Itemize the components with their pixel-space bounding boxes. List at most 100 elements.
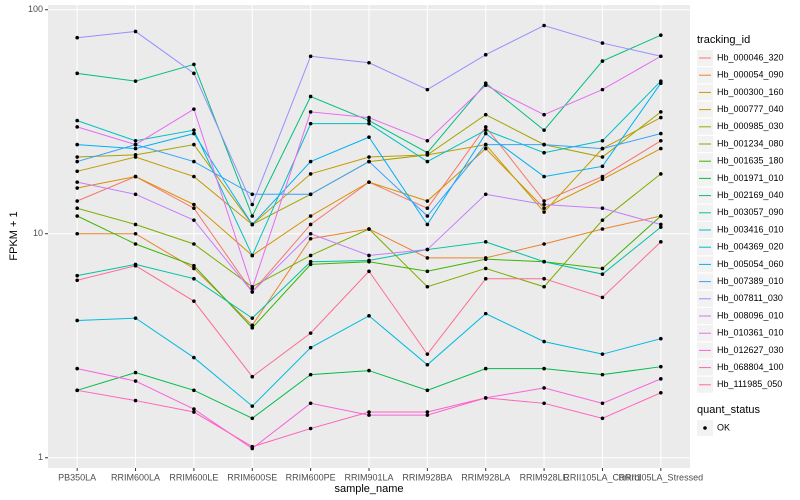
point — [425, 159, 430, 164]
point — [425, 269, 430, 274]
point — [75, 155, 79, 159]
point — [308, 331, 313, 335]
legend-label: Hb_003416_010 — [717, 224, 784, 234]
legend-label: Hb_007811_030 — [717, 293, 783, 303]
point — [133, 398, 138, 403]
point — [192, 202, 196, 207]
point — [425, 199, 430, 203]
point — [308, 236, 313, 241]
point — [75, 214, 79, 218]
legend-label: Hb_010361_010 — [717, 328, 784, 338]
point — [425, 410, 430, 414]
point — [425, 413, 430, 417]
point — [308, 121, 313, 126]
legend-label: Hb_000046_320 — [717, 52, 784, 62]
point — [425, 256, 430, 260]
point — [483, 146, 488, 151]
x-tick-label: RRIM600PE — [286, 472, 336, 482]
y-tick-label: 1 — [38, 452, 43, 462]
point — [659, 131, 663, 136]
x-tick-label: RRIM901LA — [344, 472, 393, 482]
point — [542, 174, 546, 179]
point — [75, 125, 79, 129]
point — [192, 355, 196, 360]
point — [483, 142, 488, 147]
point — [425, 284, 430, 289]
point — [133, 231, 138, 236]
point — [367, 269, 371, 274]
point — [308, 222, 313, 227]
legend-label: Hb_068804_100 — [717, 362, 784, 372]
point — [659, 81, 663, 85]
point — [542, 284, 546, 289]
point — [600, 41, 605, 45]
legend-label: Hb_005054_060 — [717, 259, 784, 269]
point — [483, 276, 488, 281]
point — [75, 206, 79, 211]
point — [133, 379, 138, 383]
point — [192, 128, 196, 132]
point — [250, 326, 255, 330]
point — [542, 128, 546, 132]
point — [659, 115, 663, 120]
point — [425, 362, 430, 367]
point — [250, 374, 255, 379]
point — [600, 177, 605, 182]
x-tick-label: RRIM600LE — [169, 472, 218, 482]
point — [308, 192, 313, 197]
point — [483, 125, 488, 129]
y-tick-label: 100 — [28, 4, 43, 14]
legend-label: Hb_012627_030 — [717, 345, 784, 355]
x-axis-title: sample_name — [334, 483, 403, 495]
point — [542, 210, 546, 214]
point — [250, 286, 255, 291]
point — [425, 150, 430, 155]
point — [600, 138, 605, 143]
point — [133, 146, 138, 151]
point — [75, 231, 79, 236]
point — [659, 390, 663, 395]
point — [308, 345, 313, 350]
point — [542, 150, 546, 155]
point — [75, 318, 79, 323]
point — [133, 142, 138, 147]
point — [425, 352, 430, 356]
point — [425, 222, 430, 227]
point — [75, 388, 79, 393]
point — [133, 79, 138, 83]
point — [250, 416, 255, 421]
point — [75, 35, 79, 40]
point — [659, 54, 663, 59]
point — [75, 366, 79, 371]
point — [75, 199, 79, 203]
shape-legend-title: quant_status — [697, 404, 760, 416]
point — [425, 206, 430, 211]
y-tick-label: 10 — [33, 228, 43, 238]
point — [250, 290, 255, 294]
point — [542, 23, 546, 28]
point — [133, 222, 138, 227]
point — [367, 180, 371, 184]
x-tick-label: PB350LA — [58, 472, 96, 482]
point — [192, 218, 196, 222]
point — [600, 352, 605, 356]
point — [659, 225, 663, 229]
point — [600, 272, 605, 276]
point — [192, 266, 196, 271]
point — [367, 155, 371, 159]
point — [308, 426, 313, 431]
legend-label: Hb_001635_180 — [717, 156, 784, 166]
point — [308, 54, 313, 59]
legend-label: Hb_008096_010 — [717, 310, 784, 320]
legend-label: Hb_002169_040 — [717, 190, 784, 200]
point — [192, 276, 196, 281]
legend-label: Hb_111985_050 — [717, 379, 782, 389]
point — [483, 52, 488, 57]
point — [659, 336, 663, 341]
legend-label: Hb_001971_010 — [717, 173, 784, 183]
point — [483, 131, 488, 136]
point — [483, 257, 488, 261]
legend-label: Hb_000985_030 — [717, 121, 784, 131]
point — [600, 218, 605, 222]
point — [367, 314, 371, 318]
